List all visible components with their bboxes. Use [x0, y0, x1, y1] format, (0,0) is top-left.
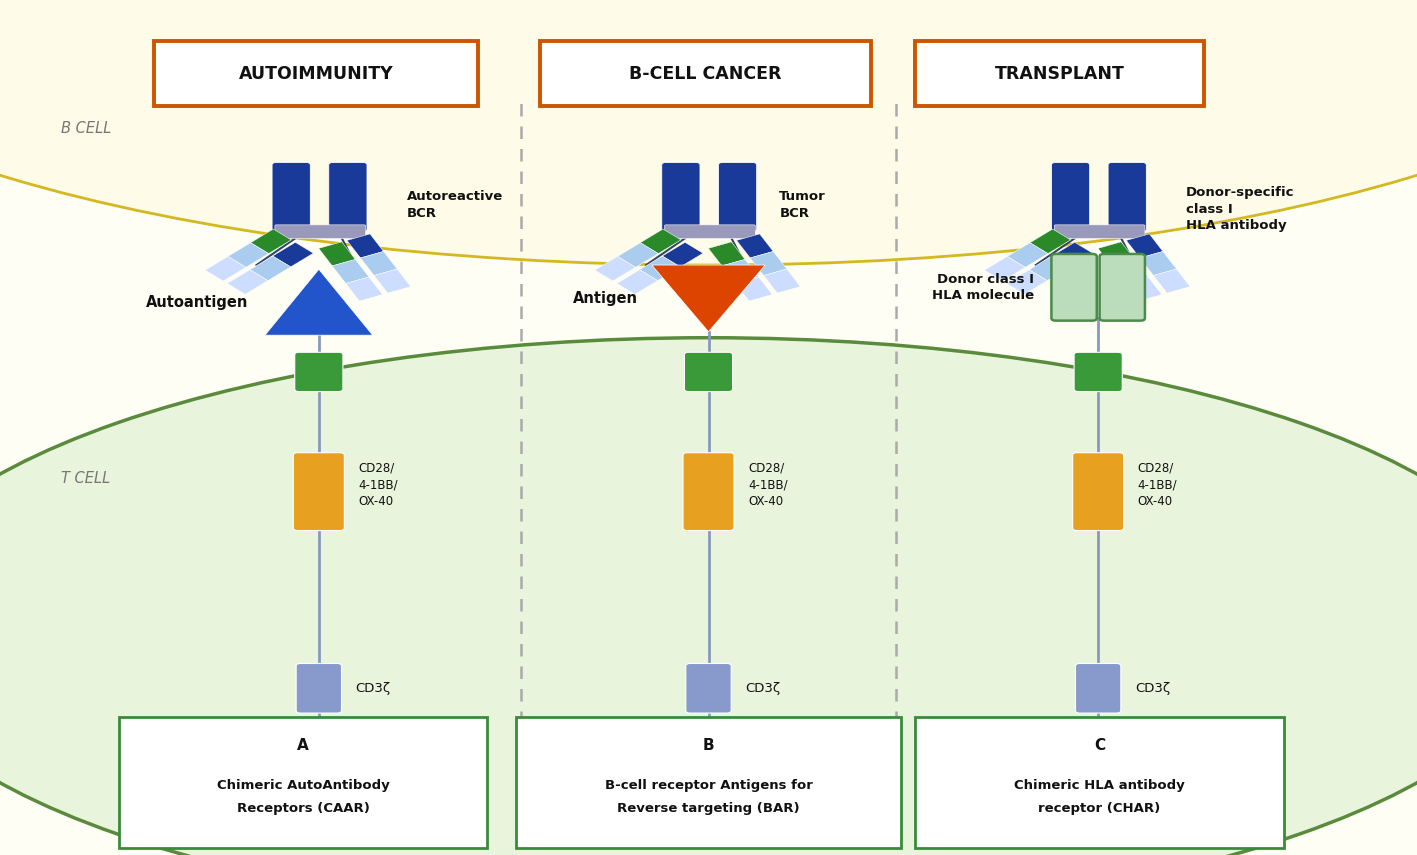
Ellipse shape [0, 338, 1417, 855]
FancyBboxPatch shape [686, 663, 731, 713]
FancyBboxPatch shape [1100, 254, 1145, 321]
Polygon shape [737, 234, 774, 258]
Text: B: B [703, 738, 714, 753]
Text: A: A [298, 738, 309, 753]
FancyBboxPatch shape [516, 717, 901, 848]
Polygon shape [735, 277, 772, 301]
Polygon shape [347, 234, 384, 258]
Polygon shape [1153, 269, 1190, 293]
FancyBboxPatch shape [684, 352, 733, 392]
Polygon shape [272, 242, 313, 267]
FancyBboxPatch shape [662, 162, 700, 232]
Polygon shape [708, 242, 745, 266]
Text: CD3ζ: CD3ζ [356, 681, 391, 695]
Text: CD28/
4-1BB/
OX-40: CD28/ 4-1BB/ OX-40 [748, 462, 788, 508]
FancyBboxPatch shape [154, 41, 478, 106]
Text: Tumor
BCR: Tumor BCR [779, 191, 826, 220]
Polygon shape [1098, 242, 1135, 266]
FancyBboxPatch shape [293, 453, 344, 530]
Ellipse shape [0, 0, 1417, 265]
Polygon shape [721, 259, 758, 284]
Text: Donor class I
HLA molecule: Donor class I HLA molecule [932, 273, 1034, 302]
Text: Autoantigen: Autoantigen [146, 295, 248, 310]
Text: Antigen: Antigen [572, 291, 638, 306]
FancyBboxPatch shape [272, 162, 310, 232]
Text: CD28/
4-1BB/
OX-40: CD28/ 4-1BB/ OX-40 [359, 462, 398, 508]
Polygon shape [640, 229, 682, 254]
Text: B-CELL CANCER: B-CELL CANCER [629, 64, 782, 83]
FancyBboxPatch shape [296, 663, 341, 713]
Polygon shape [985, 256, 1026, 281]
Polygon shape [249, 256, 290, 280]
FancyBboxPatch shape [718, 162, 757, 232]
Polygon shape [1007, 243, 1049, 268]
FancyBboxPatch shape [329, 162, 367, 232]
FancyBboxPatch shape [665, 225, 755, 239]
Text: CD28/
4-1BB/
OX-40: CD28/ 4-1BB/ OX-40 [1138, 462, 1178, 508]
Polygon shape [639, 256, 680, 280]
Text: Autoreactive
BCR: Autoreactive BCR [407, 191, 503, 220]
Polygon shape [265, 269, 373, 335]
Text: Chimeric AutoAntibody: Chimeric AutoAntibody [217, 779, 390, 792]
Polygon shape [1030, 229, 1071, 254]
Text: Donor-specific
class I
HLA antibody: Donor-specific class I HLA antibody [1186, 186, 1295, 233]
Text: B-cell receptor Antigens for: B-cell receptor Antigens for [605, 779, 812, 792]
FancyBboxPatch shape [915, 717, 1284, 848]
Polygon shape [652, 265, 765, 332]
Polygon shape [227, 269, 268, 294]
Polygon shape [1111, 259, 1148, 284]
FancyBboxPatch shape [1054, 225, 1145, 239]
Polygon shape [360, 251, 397, 275]
FancyBboxPatch shape [1051, 254, 1097, 321]
Text: T CELL: T CELL [61, 471, 111, 486]
Polygon shape [251, 229, 292, 254]
Polygon shape [346, 277, 383, 301]
Polygon shape [374, 269, 411, 293]
FancyBboxPatch shape [119, 717, 487, 848]
Text: receptor (CHAR): receptor (CHAR) [1039, 802, 1161, 815]
FancyBboxPatch shape [275, 225, 366, 239]
Text: Reverse targeting (BAR): Reverse targeting (BAR) [618, 802, 799, 815]
Text: CD3ζ: CD3ζ [745, 681, 781, 695]
Polygon shape [228, 243, 269, 268]
Polygon shape [764, 269, 801, 293]
Polygon shape [205, 256, 247, 281]
FancyBboxPatch shape [1051, 162, 1090, 232]
Polygon shape [595, 256, 636, 281]
Polygon shape [618, 243, 659, 268]
Polygon shape [1051, 242, 1093, 267]
FancyBboxPatch shape [1073, 453, 1124, 530]
FancyBboxPatch shape [540, 41, 871, 106]
Text: B CELL: B CELL [61, 121, 112, 136]
Polygon shape [1139, 251, 1176, 275]
Polygon shape [750, 251, 786, 275]
Polygon shape [1029, 256, 1070, 280]
Polygon shape [1006, 269, 1047, 294]
FancyBboxPatch shape [295, 352, 343, 392]
Text: TRANSPLANT: TRANSPLANT [995, 64, 1125, 83]
Text: Chimeric HLA antibody: Chimeric HLA antibody [1015, 779, 1185, 792]
Polygon shape [662, 242, 703, 267]
FancyBboxPatch shape [1108, 162, 1146, 232]
FancyBboxPatch shape [683, 453, 734, 530]
Polygon shape [332, 259, 368, 284]
Text: C: C [1094, 738, 1105, 753]
Text: CD3ζ: CD3ζ [1135, 681, 1170, 695]
Text: AUTOIMMUNITY: AUTOIMMUNITY [238, 64, 394, 83]
Polygon shape [1125, 277, 1162, 301]
Polygon shape [1127, 234, 1163, 258]
Text: Receptors (CAAR): Receptors (CAAR) [237, 802, 370, 815]
FancyBboxPatch shape [1076, 663, 1121, 713]
Polygon shape [319, 242, 356, 266]
FancyBboxPatch shape [915, 41, 1204, 106]
FancyBboxPatch shape [1074, 352, 1122, 392]
Polygon shape [616, 269, 657, 294]
